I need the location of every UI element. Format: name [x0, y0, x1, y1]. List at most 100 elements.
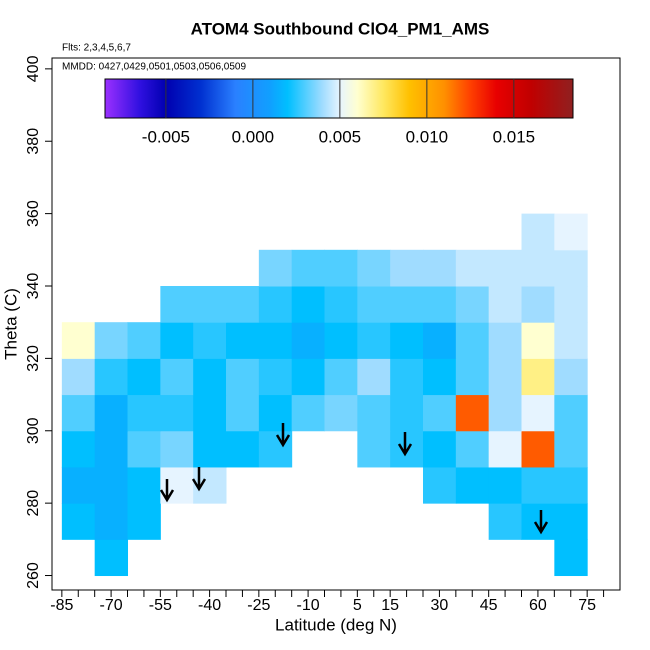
- x-tick-label: -55: [149, 597, 172, 614]
- heat-cell: [160, 286, 194, 323]
- heat-cell: [94, 466, 129, 504]
- heat-cell: [357, 322, 391, 359]
- heat-cell: [390, 249, 424, 287]
- heat-cell: [488, 394, 523, 432]
- arrow: [191, 467, 207, 492]
- arrows: [159, 423, 549, 535]
- heat-cell: [554, 539, 588, 577]
- heat-cell: [61, 430, 96, 468]
- heat-cell: [61, 322, 96, 359]
- heat-cell: [488, 322, 523, 359]
- arrow: [159, 479, 175, 503]
- heat-cell: [127, 503, 161, 540]
- heat-cell: [324, 249, 358, 287]
- heat-cell: [488, 466, 523, 504]
- y-tick-label: 360: [25, 200, 42, 227]
- heat-cell: [61, 466, 96, 504]
- heat-cell: [488, 286, 523, 323]
- chart-title: ATOM4 Southbound ClO4_PM1_AMS: [191, 19, 490, 38]
- y-tick-label: 340: [25, 273, 42, 300]
- heat-cell: [554, 430, 588, 468]
- heat-cell: [291, 286, 326, 323]
- annotation: MMDD: 0427,0429,0501,0503,0506,0509: [62, 62, 246, 73]
- heat-cell: [423, 430, 457, 468]
- heat-cell: [455, 466, 490, 504]
- heat-cell: [455, 430, 490, 468]
- heat-cell: [193, 322, 227, 359]
- heat-cell: [521, 213, 555, 251]
- heat-cell: [554, 394, 588, 432]
- heat-cell: [193, 394, 227, 432]
- x-tick-label: 60: [529, 597, 547, 614]
- y-tick-label: 300: [25, 417, 42, 444]
- colorbar: [104, 78, 574, 119]
- colorbar-tick-label: 0.010: [406, 127, 449, 146]
- heat-cell: [94, 503, 129, 540]
- heat-cell: [455, 286, 490, 323]
- heat-cell: [521, 286, 555, 323]
- heat-cell: [226, 430, 260, 468]
- y-tick-label: 280: [25, 490, 42, 517]
- heat-cell: [127, 394, 161, 432]
- heat-cell: [390, 358, 424, 396]
- heat-cell: [160, 322, 194, 359]
- x-tick-label: 45: [480, 597, 498, 614]
- heat-cell: [521, 394, 555, 432]
- y-axis-label: Theta (C): [1, 288, 20, 360]
- colorbar-tick-label: 0.000: [232, 127, 275, 146]
- arrow: [533, 510, 549, 535]
- colorbar-tick-label: 0.005: [319, 127, 362, 146]
- heat-cell: [554, 322, 588, 359]
- arrow: [397, 432, 413, 457]
- heat-cell: [127, 430, 161, 468]
- x-axis-label: Latitude (deg N): [275, 615, 397, 634]
- heat-cell: [554, 286, 588, 323]
- heat-cell: [488, 249, 523, 287]
- heat-cell: [61, 394, 96, 432]
- x-tick-label: 15: [381, 597, 399, 614]
- heat-cell: [94, 322, 129, 359]
- heat-cell: [423, 249, 457, 287]
- heat-cell: [357, 249, 391, 287]
- heat-cell: [160, 394, 194, 432]
- heat-cell: [324, 394, 358, 432]
- heat-cell: [521, 322, 555, 359]
- x-tick-label: -25: [247, 597, 270, 614]
- heat-cell: [423, 394, 457, 432]
- heat-cell: [291, 322, 326, 359]
- heat-cell: [488, 430, 523, 468]
- heat-cell: [357, 358, 391, 396]
- heat-cell: [324, 286, 358, 323]
- heat-cell: [554, 503, 588, 540]
- heat-cell: [521, 430, 555, 468]
- heat-cell: [423, 466, 457, 504]
- y-tick-label: 260: [25, 562, 42, 589]
- heat-cell: [160, 358, 194, 396]
- heat-cell: [554, 249, 588, 287]
- heat-cell: [160, 430, 194, 468]
- heat-cell: [258, 249, 293, 287]
- plot-frame: [51, 57, 621, 591]
- x-tick-label: -10: [297, 597, 320, 614]
- heat-cell: [193, 286, 227, 323]
- heat-cell: [357, 394, 391, 432]
- x-tick-label: -70: [100, 597, 123, 614]
- heat-cell: [324, 322, 358, 359]
- heat-cell: [488, 503, 523, 540]
- heat-cell: [390, 286, 424, 323]
- heat-cell: [61, 358, 96, 396]
- x-tick-label: 30: [431, 597, 449, 614]
- arrow: [275, 423, 291, 448]
- heat-cell: [390, 394, 424, 432]
- heat-cell: [554, 358, 588, 396]
- heat-cell: [94, 430, 129, 468]
- heat-cell: [521, 358, 555, 396]
- x-tick-label: 75: [578, 597, 596, 614]
- heat-cell: [193, 430, 227, 468]
- annotation: Flts: 2,3,4,5,6,7: [62, 43, 131, 54]
- heat-cell: [291, 358, 326, 396]
- heat-cell: [127, 322, 161, 359]
- heat-cell: [61, 503, 96, 540]
- heat-cell: [258, 394, 293, 432]
- y-tick-label: 400: [25, 55, 42, 82]
